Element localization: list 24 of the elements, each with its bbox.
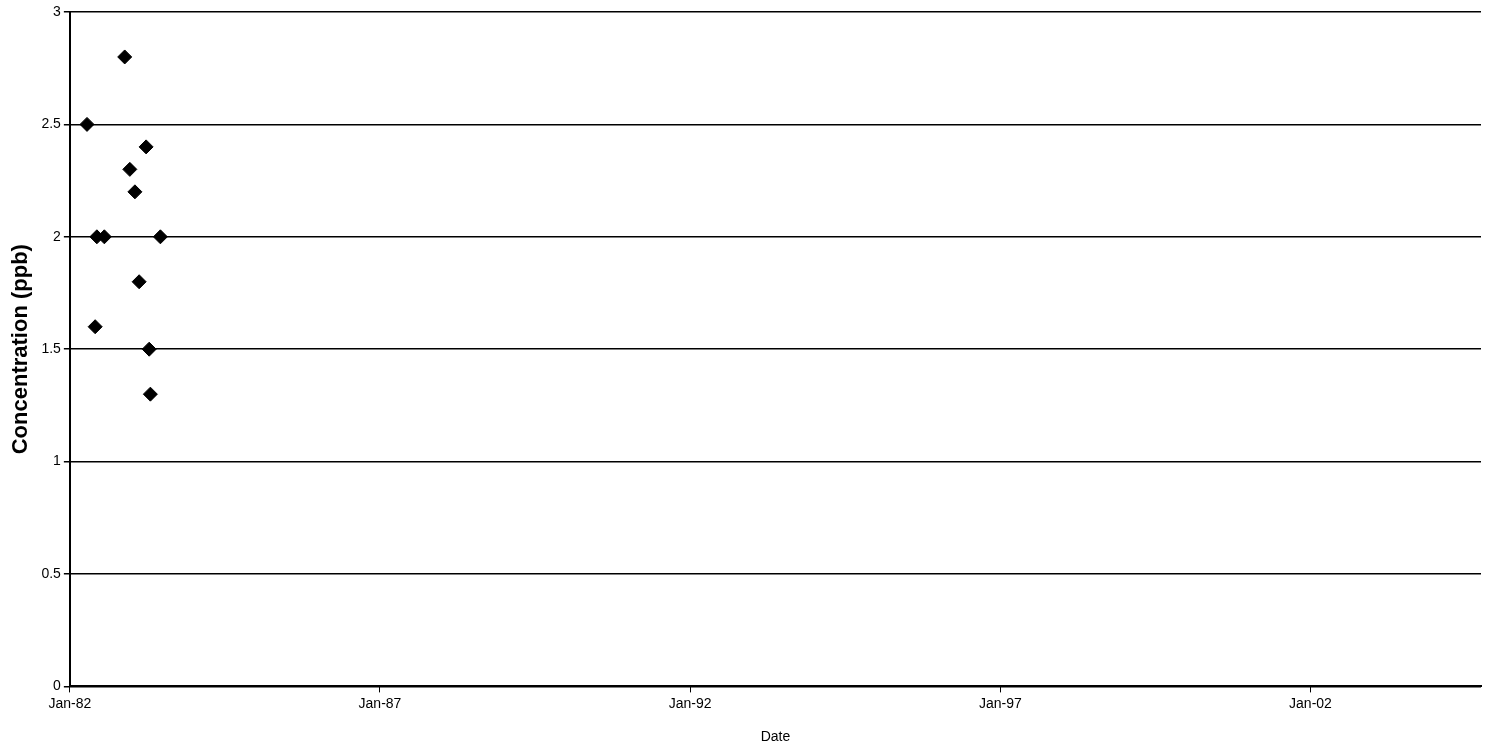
point	[131, 274, 147, 290]
x-axis-title: Date	[760, 728, 791, 745]
y-tick-label: 0.5	[41, 564, 62, 581]
x-tick-label: Jan-02	[1289, 694, 1333, 711]
point	[138, 139, 154, 155]
x-tick-label: Jan-82	[48, 694, 92, 711]
y-tick-label: 0	[53, 677, 62, 694]
y-axis-title: Concentration (ppb)	[7, 244, 33, 455]
point	[141, 341, 157, 357]
y-tick-label: 3	[53, 2, 62, 19]
point	[142, 386, 158, 402]
y-tick-label: 2	[53, 227, 62, 244]
point	[127, 184, 143, 200]
y-tick-label: 1	[53, 452, 62, 469]
x-tick-label: Jan-87	[358, 694, 402, 711]
point	[152, 229, 168, 245]
x-tick-label: Jan-97	[978, 694, 1022, 711]
point	[117, 49, 133, 65]
y-tick-label: 1.5	[41, 340, 62, 357]
point	[87, 319, 103, 335]
point	[122, 161, 138, 177]
x-tick-label: Jan-92	[668, 694, 712, 711]
point	[79, 116, 95, 132]
y-tick-label: 2.5	[41, 115, 62, 132]
